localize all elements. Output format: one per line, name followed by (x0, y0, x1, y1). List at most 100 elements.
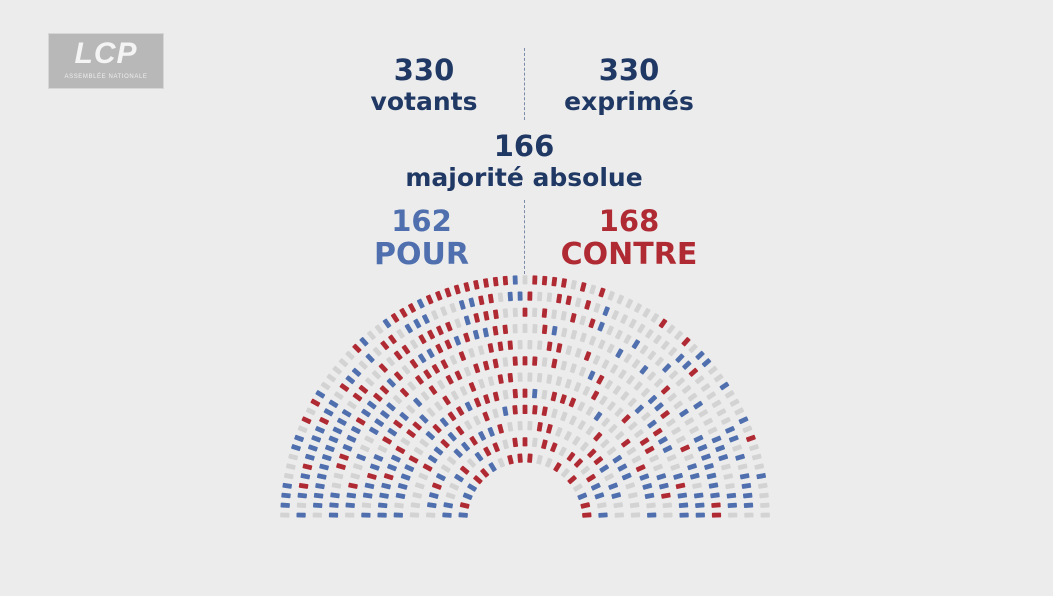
seat-empty (744, 512, 754, 518)
seat-pour (377, 512, 387, 518)
seat-empty (667, 392, 677, 402)
seat-pour (328, 435, 339, 444)
seat-empty (653, 463, 663, 472)
seat-contre (565, 295, 572, 306)
seat-pour (598, 512, 608, 518)
seat-pour (365, 353, 375, 363)
seat-contre (447, 411, 457, 422)
seat-empty (625, 298, 634, 309)
seat-pour (478, 430, 487, 441)
seat-empty (707, 426, 718, 435)
seat-empty (751, 453, 762, 461)
seat-contre (473, 475, 483, 485)
seat-contre (482, 360, 490, 371)
seat-contre (431, 482, 442, 490)
seat-empty (694, 375, 705, 385)
seat-empty (320, 381, 331, 391)
seat-empty (673, 400, 683, 410)
seat-contre (522, 404, 528, 414)
pour-stat: 162 POUR (339, 207, 504, 270)
seat-empty (683, 453, 694, 462)
seat-empty (688, 343, 698, 354)
seat-pour (336, 417, 347, 426)
seat-contre (512, 405, 518, 415)
majorite-stat: 166 majorité absolue (374, 132, 674, 191)
seat-empty (609, 364, 619, 374)
seat-empty (527, 421, 533, 431)
seat-empty (614, 431, 625, 441)
seat-pour (687, 463, 698, 471)
seat-pour (656, 473, 667, 481)
seat-contre (579, 282, 587, 292)
seat-empty (551, 309, 558, 320)
seat-empty (585, 425, 595, 436)
seat-pour (726, 492, 737, 499)
seat-empty (445, 492, 456, 500)
seat-pour (472, 329, 480, 340)
seat-contre (352, 392, 363, 402)
seat-pour (382, 318, 392, 329)
seat-contre (487, 293, 494, 304)
seat-empty (333, 472, 344, 480)
seat-empty (437, 379, 446, 390)
seat-pour (658, 436, 668, 445)
seat-contre (550, 442, 558, 453)
seat-empty (464, 420, 473, 430)
seat-contre (348, 482, 358, 489)
seat-empty (449, 354, 458, 365)
seat-contre (522, 437, 528, 447)
seat-empty (570, 279, 577, 290)
seat-empty (555, 426, 563, 437)
seat-empty (560, 411, 568, 422)
seat-pour (419, 414, 429, 424)
seat-contre (473, 397, 482, 408)
seat-contre (473, 363, 481, 374)
seat-contre (458, 351, 467, 362)
seat-contre (541, 275, 548, 286)
seat-pour (345, 375, 356, 385)
seat-empty (386, 356, 396, 367)
seat-pour (364, 482, 375, 490)
seat-pour (380, 410, 390, 419)
seat-empty (647, 350, 657, 361)
seat-pour (608, 482, 619, 490)
seat-contre (390, 313, 400, 323)
seat-empty (350, 472, 361, 480)
seat-pour (323, 408, 334, 417)
seat-pour (387, 463, 397, 472)
seat-pour (647, 394, 658, 405)
seat-contre (532, 356, 538, 366)
seat-empty (477, 345, 485, 356)
seat-pour (400, 473, 411, 481)
seat-contre (556, 293, 563, 304)
seat-empty (413, 446, 424, 456)
seat-empty (555, 376, 563, 386)
seat-empty (689, 426, 700, 434)
seat-contre (584, 300, 592, 310)
seat-contre (507, 372, 514, 383)
seat-empty (660, 340, 670, 351)
seat-contre (652, 427, 663, 437)
seat-pour (341, 409, 352, 418)
seat-empty (732, 444, 743, 452)
seat-empty (546, 374, 553, 384)
seat-pour (300, 473, 311, 480)
seat-empty (579, 315, 587, 326)
seat-empty (687, 392, 698, 402)
seat-empty (406, 404, 416, 414)
seat-pour (362, 492, 373, 499)
seat-empty (666, 454, 677, 462)
seat-empty (728, 512, 738, 518)
seat-empty (596, 502, 607, 509)
seat-empty (449, 302, 457, 313)
seat-contre (492, 358, 499, 369)
seat-pour (421, 314, 430, 325)
seat-empty (487, 376, 495, 386)
seat-contre (399, 387, 410, 398)
seat-contre (358, 384, 369, 394)
seat-contre (536, 421, 543, 432)
seat-empty (734, 407, 745, 416)
seat-empty (473, 415, 481, 426)
seat-pour (701, 358, 712, 368)
seat-contre (573, 458, 584, 468)
